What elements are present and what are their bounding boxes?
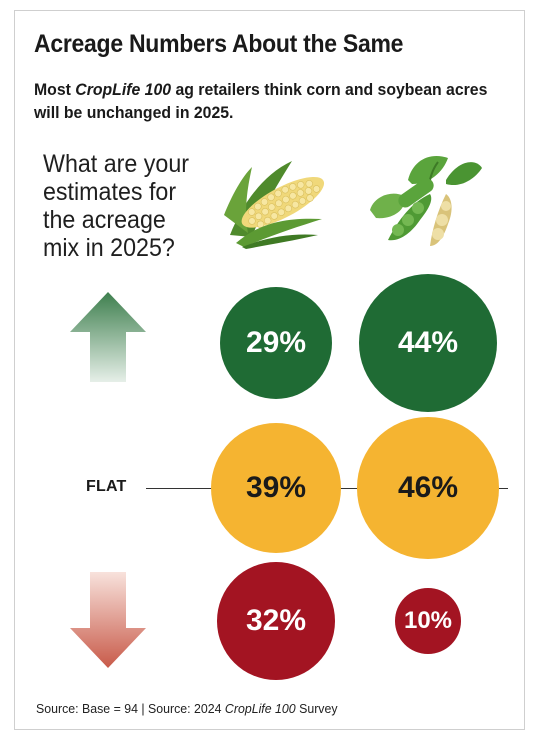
subtitle-suffix: ag retailers think corn and soybean acre… [34,80,488,122]
subtitle-brand: CropLife 100 [75,80,172,99]
chart-title: Acreage Numbers About the Same [34,30,404,58]
corn-flat-bubble: 39% [211,423,341,553]
corn-decrease-label: 32% [245,603,306,637]
source-note: Source: Base = 94 | Source: 2024 CropLif… [36,701,338,716]
survey-question: What are your estimates for the acreage … [43,150,190,262]
soybean-decrease-label: 10% [403,606,453,634]
soybean-flat-bubble: 46% [357,417,499,559]
corn-decrease-bubble: 32% [217,562,335,680]
corn-increase-label: 29% [245,325,306,359]
flat-label: FLAT [86,478,127,495]
corn-flat-label: 39% [245,470,307,504]
corn-icon [224,161,325,249]
chart-subtitle: Most CropLife 100 ag retailers think cor… [34,78,490,124]
soybean-decrease-bubble: 10% [395,588,461,654]
up-arrow-icon [70,292,146,382]
source-suffix: Survey [295,701,338,716]
soybean-increase-label: 44% [397,325,458,359]
source-brand: CropLife 100 [224,701,296,716]
down-arrow-icon [70,572,146,668]
soybean-flat-label: 46% [397,470,458,504]
source-prefix: Source: Base = 94 | Source: 2024 [36,701,225,716]
corn-increase-bubble: 29% [219,286,332,399]
subtitle-prefix: Most [34,80,76,99]
soybean-increase-bubble: 44% [359,274,497,412]
soybean-icon [370,156,482,246]
